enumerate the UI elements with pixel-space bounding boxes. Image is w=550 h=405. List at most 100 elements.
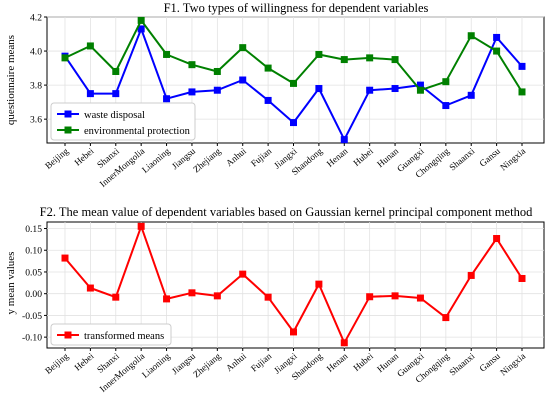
data-point-waste-disposal-henan bbox=[340, 136, 348, 144]
data-point-waste-disposal-fujian bbox=[264, 96, 272, 104]
x-tick-label-hubei: Hubei bbox=[351, 146, 375, 168]
data-point-transformed-means-shandong bbox=[315, 280, 323, 288]
data-point-waste-disposal-innermongolia bbox=[137, 25, 145, 33]
data-point-waste-disposal-ningxia bbox=[518, 62, 526, 70]
data-point-environmental-protection-hubei bbox=[366, 54, 374, 62]
data-point-environmental-protection-innermongolia bbox=[137, 16, 145, 24]
x-tick-label-shaanxi: Shaanxi bbox=[447, 146, 476, 173]
data-point-environmental-protection-gansu bbox=[493, 47, 501, 55]
data-point-waste-disposal-hubei bbox=[366, 86, 374, 94]
legend-marker-transformed-means bbox=[64, 331, 72, 339]
x-axis-ticks-f2: Beijing Hebei ShanxiInnerMongoliaLiaoningJ… bbox=[43, 348, 527, 394]
data-point-waste-disposal-chongqing bbox=[442, 102, 450, 110]
y-tick-label: 0.00 bbox=[25, 289, 42, 300]
data-point-waste-disposal-jiangsu bbox=[188, 88, 196, 96]
data-point-waste-disposal-hebei bbox=[86, 90, 94, 98]
data-point-environmental-protection-hunan bbox=[391, 56, 399, 64]
data-point-transformed-means-henan bbox=[340, 339, 348, 347]
data-point-waste-disposal-anhui bbox=[239, 76, 247, 84]
x-tick-label-anhui: Anhui bbox=[224, 351, 248, 374]
grid-f2 bbox=[47, 222, 544, 348]
data-point-environmental-protection-fujian bbox=[264, 64, 272, 72]
data-point-waste-disposal-gansu bbox=[493, 33, 501, 41]
data-point-transformed-means-zhejiang bbox=[213, 292, 221, 300]
x-tick-label-ningxia: Ningxia bbox=[498, 146, 527, 173]
x-tick-label-zhejiang: Zhejiang bbox=[191, 351, 223, 380]
x-tick-label-shaanxi: Shaanxi bbox=[447, 351, 476, 378]
legend-label-transformed-means: transformed means bbox=[84, 331, 164, 342]
data-point-waste-disposal-shaanxi bbox=[467, 91, 475, 99]
data-point-waste-disposal-liaoning bbox=[163, 95, 171, 103]
data-point-transformed-means-jiangsu bbox=[188, 289, 196, 297]
legend-label-waste-disposal: waste disposal bbox=[84, 110, 145, 121]
y-tick-label: 4.0 bbox=[30, 47, 42, 58]
y-tick-label: 3.8 bbox=[30, 81, 42, 92]
x-tick-label-henan: Henan bbox=[325, 351, 350, 374]
chart-panel-f2: F2. The mean value of dependent variable… bbox=[5, 205, 545, 394]
data-point-transformed-means-hubei bbox=[366, 293, 374, 301]
data-point-transformed-means-hunan bbox=[391, 292, 399, 300]
x-tick-label-ningxia: Ningxia bbox=[498, 351, 527, 378]
data-point-environmental-protection-jiangxi bbox=[290, 79, 297, 87]
legend-f1: waste disposal environmental protection bbox=[50, 102, 196, 141]
data-point-transformed-means-anhui bbox=[239, 270, 247, 278]
x-tick-label-hubei: Hubei bbox=[351, 351, 375, 373]
y-tick-label: 0.15 bbox=[25, 224, 42, 235]
legend-f2: transformed means bbox=[50, 323, 172, 346]
x-tick-label-fujian: Fujian bbox=[249, 146, 274, 169]
data-point-environmental-protection-chongqing bbox=[442, 78, 450, 86]
y-tick-label: 0.05 bbox=[25, 267, 42, 278]
data-point-environmental-protection-hebei bbox=[86, 42, 94, 50]
data-point-transformed-means-guangxi bbox=[416, 294, 424, 302]
data-point-environmental-protection-guangxi bbox=[416, 86, 424, 94]
y-axis-ticks-f2: 0.15 0.10 0.05 0.00 -0.05 -0.10 bbox=[22, 224, 47, 344]
data-point-waste-disposal-guangxi bbox=[416, 81, 424, 89]
data-point-transformed-means-beijing bbox=[61, 254, 69, 262]
data-point-environmental-protection-henan bbox=[340, 56, 348, 64]
data-point-transformed-means-shaanxi bbox=[467, 271, 475, 279]
data-point-environmental-protection-shanxi bbox=[112, 67, 120, 75]
data-point-transformed-means-jiangxi bbox=[290, 328, 297, 336]
y-axis-label-f1: questionnaire means bbox=[5, 35, 17, 125]
data-point-environmental-protection-zhejiang bbox=[213, 67, 221, 75]
data-point-transformed-means-ningxia bbox=[518, 274, 526, 282]
data-point-environmental-protection-shaanxi bbox=[467, 32, 475, 40]
y-tick-label: 0.10 bbox=[25, 246, 42, 257]
chart-title-f2: F2. The mean value of dependent variable… bbox=[40, 205, 533, 219]
data-point-environmental-protection-anhui bbox=[239, 44, 247, 52]
data-point-transformed-means-shanxi bbox=[112, 293, 120, 301]
legend-marker-waste-disposal bbox=[64, 110, 72, 118]
y-tick-label: -0.10 bbox=[22, 333, 42, 344]
x-tick-label-hebei: Hebei bbox=[72, 146, 96, 168]
series-group-f1 bbox=[61, 16, 526, 144]
data-point-environmental-protection-liaoning bbox=[163, 50, 171, 58]
x-tick-label-henan: Henan bbox=[325, 146, 350, 169]
data-point-transformed-means-fujian bbox=[264, 293, 272, 301]
x-tick-label-liaoning: Liaoning bbox=[140, 146, 172, 175]
series-group-f2 bbox=[61, 222, 526, 347]
data-point-transformed-means-liaoning bbox=[163, 295, 171, 303]
y-tick-label: 3.6 bbox=[30, 115, 42, 126]
chart-panel-f1: F1. Two types of willingness for depende… bbox=[5, 1, 545, 189]
x-tick-label-liaoning: Liaoning bbox=[140, 351, 172, 380]
legend-box-f2 bbox=[50, 323, 172, 346]
data-point-waste-disposal-shandong bbox=[315, 85, 323, 93]
data-point-waste-disposal-zhejiang bbox=[213, 86, 221, 94]
legend-marker-environmental-protection bbox=[64, 126, 72, 134]
x-tick-label-fujian: Fujian bbox=[249, 351, 274, 374]
data-point-environmental-protection-jiangsu bbox=[188, 61, 196, 69]
chart-title-f1: F1. Two types of willingness for depende… bbox=[164, 1, 429, 15]
x-tick-label-beijing: Beijing bbox=[43, 146, 70, 171]
data-point-environmental-protection-ningxia bbox=[518, 88, 526, 96]
data-point-environmental-protection-beijing bbox=[61, 54, 69, 62]
legend-box-f1 bbox=[50, 102, 196, 141]
legend-label-environmental-protection: environmental protection bbox=[84, 126, 191, 137]
data-point-environmental-protection-shandong bbox=[315, 50, 323, 58]
data-point-waste-disposal-hunan bbox=[391, 85, 399, 93]
data-point-transformed-means-innermongolia bbox=[137, 222, 145, 230]
x-tick-label-anhui: Anhui bbox=[224, 146, 248, 169]
y-tick-label: -0.05 bbox=[22, 311, 42, 322]
data-point-transformed-means-hebei bbox=[86, 284, 94, 292]
y-axis-label-f2: y mean values bbox=[5, 252, 17, 315]
